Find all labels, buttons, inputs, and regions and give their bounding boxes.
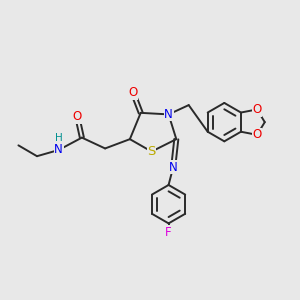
Text: O: O — [73, 110, 82, 123]
Text: O: O — [252, 103, 262, 116]
Text: N: N — [164, 108, 173, 121]
Text: S: S — [147, 145, 156, 158]
Text: F: F — [165, 226, 172, 238]
Text: O: O — [128, 86, 138, 99]
Text: N: N — [169, 160, 178, 173]
Text: O: O — [252, 128, 262, 141]
Text: H: H — [55, 133, 62, 142]
Text: N: N — [54, 143, 63, 157]
